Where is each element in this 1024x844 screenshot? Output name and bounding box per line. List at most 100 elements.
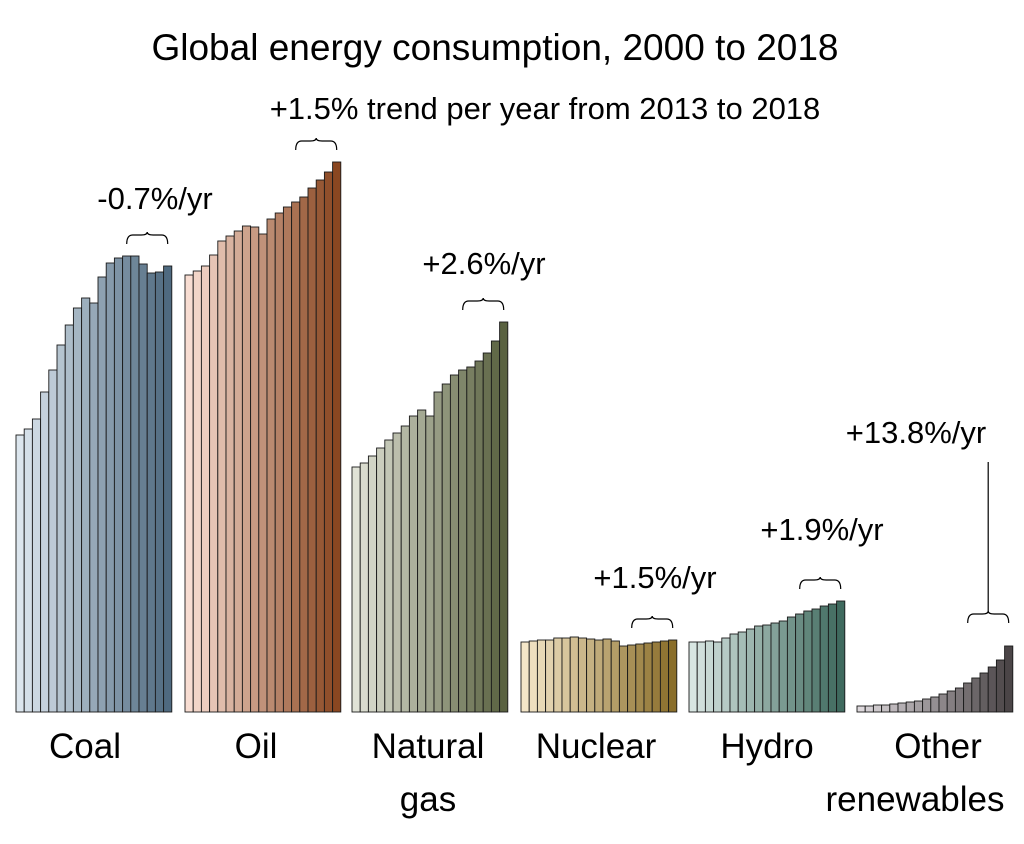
bar-hydro-2003: [713, 641, 723, 713]
bar-natural-gas-2007: [408, 415, 419, 713]
trend-label-coal: -0.7%/yr: [97, 181, 212, 216]
category-label-natural-gas-line1: Natural: [372, 727, 485, 766]
bar-natural-gas-2000: [351, 466, 361, 713]
bar-other-renewables-2006: [905, 701, 915, 713]
trend-label-other-renewables: +13.8%/yr: [846, 415, 986, 450]
bar-group-nuclear: [520, 636, 678, 713]
bar-nuclear-2006: [569, 636, 579, 713]
bar-oil-2016: [315, 179, 325, 713]
bar-oil-2000: [184, 274, 194, 713]
bar-other-renewables-2018: [1004, 645, 1014, 713]
bar-other-renewables-2005: [897, 702, 907, 713]
bar-nuclear-2007: [577, 637, 588, 713]
bar-nuclear-2014: [635, 643, 645, 713]
bar-other-renewables-2013: [963, 682, 973, 713]
bar-other-renewables-2001: [864, 705, 874, 713]
bar-oil-2015: [307, 187, 317, 713]
bar-other-renewables-2008: [922, 698, 932, 713]
brace-oil: [295, 137, 338, 151]
bar-coal-2001: [23, 428, 33, 713]
bar-hydro-2001: [696, 641, 706, 713]
bar-oil-2011: [274, 212, 284, 713]
bar-natural-gas-2010: [433, 391, 443, 713]
bar-natural-gas-2014: [466, 366, 476, 713]
bar-hydro-2008: [754, 625, 764, 713]
bar-hydro-2015: [811, 608, 821, 713]
brace-natural-gas: [462, 297, 505, 311]
chart-title: Global energy consumption, 2000 to 2018: [151, 27, 838, 68]
bar-group-oil: [184, 161, 342, 713]
bar-coal-2000: [15, 434, 25, 713]
bar-other-renewables-2010: [938, 693, 948, 713]
bar-oil-2012: [282, 206, 293, 713]
bar-hydro-2012: [786, 616, 797, 713]
bar-hydro-2013: [795, 613, 805, 713]
bar-hydro-2014: [803, 610, 813, 713]
bar-natural-gas-2016: [482, 352, 492, 713]
bar-groups: [15, 161, 1014, 713]
trend-label-hydro: +1.9%/yr: [760, 512, 883, 547]
bar-oil-2009: [258, 233, 268, 713]
bar-natural-gas-2018: [499, 321, 509, 713]
bar-hydro-2018: [836, 600, 846, 713]
bar-nuclear-2000: [520, 641, 530, 713]
bar-other-renewables-2012: [954, 687, 965, 713]
bar-other-renewables-2016: [987, 666, 997, 713]
bar-oil-2010: [266, 218, 276, 713]
bar-natural-gas-2011: [441, 383, 451, 713]
brace-other-renewables: [967, 462, 1010, 624]
bar-oil-2004: [217, 240, 227, 713]
bar-coal-2018: [163, 265, 173, 713]
trend-label-nuclear: +1.5%/yr: [593, 560, 716, 595]
bar-nuclear-2015: [643, 642, 653, 713]
bar-nuclear-2005: [561, 637, 571, 713]
bar-coal-2012: [113, 257, 124, 713]
bar-nuclear-2008: [586, 638, 596, 713]
bar-nuclear-2018: [668, 639, 678, 713]
bar-natural-gas-2003: [376, 447, 386, 713]
bar-hydro-2009: [762, 624, 772, 713]
bar-coal-2011: [105, 262, 115, 713]
bar-nuclear-2011: [610, 640, 620, 713]
bar-coal-2015: [138, 263, 148, 713]
bar-hydro-2004: [721, 637, 731, 713]
category-label-other-renewables-line2: renewables: [826, 780, 1005, 819]
category-label-natural-gas-line2: gas: [400, 780, 456, 819]
bar-oil-2008: [250, 226, 260, 713]
bar-oil-2007: [241, 225, 252, 713]
bar-oil-2003: [209, 254, 219, 713]
bar-hydro-2005: [729, 633, 739, 713]
bar-natural-gas-2012: [449, 374, 460, 713]
bar-coal-2010: [97, 276, 107, 713]
bar-other-renewables-2000: [856, 705, 866, 713]
category-label-oil: Oil: [235, 727, 278, 766]
bar-hydro-2010: [770, 622, 780, 713]
bar-coal-2002: [31, 418, 42, 713]
bar-oil-2006: [233, 230, 243, 713]
bar-oil-2017: [323, 171, 334, 713]
brace-coal: [126, 231, 169, 245]
bar-natural-gas-2006: [400, 425, 410, 713]
bar-coal-2017: [154, 271, 165, 713]
category-label-other-renewables-line1: Other: [894, 727, 982, 766]
category-label-coal: Coal: [49, 727, 121, 766]
bar-hydro-2017: [827, 603, 838, 713]
bar-group-other-renewables: [856, 645, 1014, 713]
bar-coal-2003: [40, 391, 50, 713]
chart-subtitle: +1.5% trend per year from 2013 to 2018: [270, 91, 821, 126]
bar-hydro-2011: [778, 620, 788, 713]
bar-natural-gas-2015: [474, 360, 484, 713]
bar-coal-2006: [64, 324, 74, 713]
bar-nuclear-2009: [594, 639, 604, 713]
bar-coal-2013: [122, 255, 132, 713]
bar-nuclear-2017: [659, 640, 670, 713]
bar-other-renewables-2003: [881, 704, 891, 713]
bar-other-renewables-2014: [971, 677, 981, 713]
bar-natural-gas-2013: [458, 369, 468, 713]
bar-nuclear-2016: [651, 641, 661, 713]
bar-natural-gas-2005: [392, 432, 402, 713]
bar-group-coal: [15, 255, 173, 713]
bar-natural-gas-2008: [417, 409, 427, 713]
bar-other-renewables-2002: [872, 704, 883, 713]
bar-oil-2002: [200, 265, 211, 713]
